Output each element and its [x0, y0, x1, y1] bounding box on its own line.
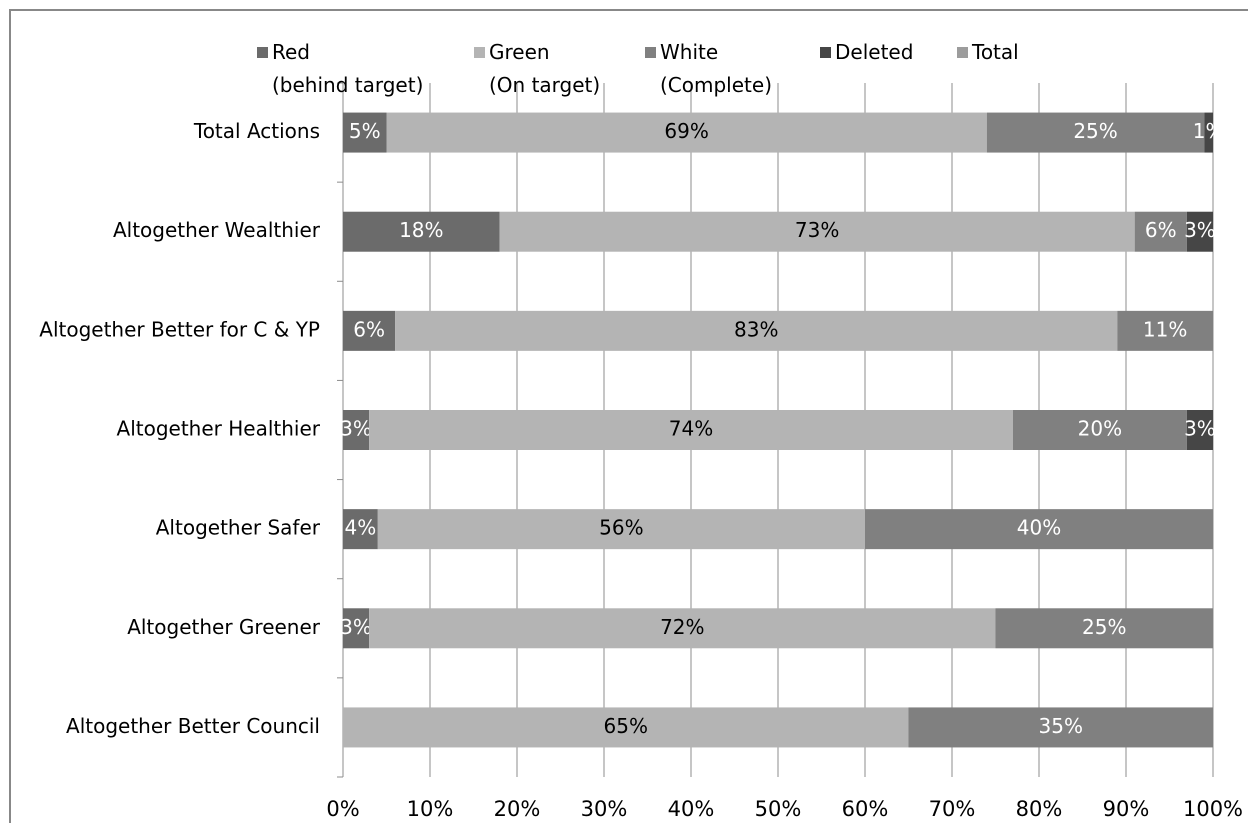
x-tick-label: 10%: [407, 797, 454, 821]
bar-segment: [995, 608, 1213, 649]
legend-label-line: (behind target): [272, 73, 423, 97]
legend-swatch: [474, 47, 485, 58]
data-label: 1%: [1193, 119, 1225, 143]
data-label: 20%: [1078, 417, 1122, 441]
bar-segment: [343, 310, 396, 351]
data-label: 56%: [599, 516, 643, 540]
chart-frame: [9, 9, 1248, 823]
y-tick-label: Altogether Wealthier: [113, 218, 321, 242]
data-label: 3%: [1184, 417, 1216, 441]
data-label: 35%: [1039, 714, 1083, 738]
x-tick-label: 60%: [842, 797, 889, 821]
legend-label-line: (Complete): [660, 73, 772, 97]
bar-segment: [369, 608, 996, 649]
bar-segment: [908, 707, 1213, 748]
bar-segment: [1134, 211, 1187, 252]
data-label: 11%: [1143, 317, 1187, 341]
data-label: 6%: [1145, 218, 1177, 242]
data-label: 3%: [340, 615, 372, 639]
x-tick-label: 70%: [929, 797, 976, 821]
legend-swatch: [957, 47, 968, 58]
legend-label-line: Green: [489, 40, 550, 64]
bar-segment: [369, 410, 1013, 450]
bar-segment: [1186, 211, 1213, 252]
data-label: 18%: [399, 218, 443, 242]
data-label: 65%: [604, 714, 648, 738]
bar-segment: [499, 211, 1135, 252]
bar-segment: [395, 310, 1118, 351]
data-label: 40%: [1017, 516, 1061, 540]
y-tick-label: Altogether Safer: [156, 516, 321, 540]
bar-segment: [1186, 410, 1213, 450]
data-label: 25%: [1073, 119, 1117, 143]
data-label: 74%: [669, 417, 713, 441]
bar-segment: [343, 707, 909, 748]
legend-label: White (Complete): [660, 40, 772, 97]
legend-label-line: White: [660, 40, 718, 64]
y-tick-label: Total Actions: [193, 119, 320, 143]
x-tick-label: 100%: [1183, 797, 1243, 821]
x-tick-label: 20%: [494, 797, 541, 821]
bar-segment: [865, 509, 1213, 550]
legend-swatch: [820, 47, 831, 58]
legend-label-line: (On target): [489, 73, 600, 97]
data-label: 3%: [340, 417, 372, 441]
bar-segment: [1012, 410, 1187, 450]
legend-label: Green (On target): [489, 40, 600, 97]
x-tick-label: 0%: [326, 797, 359, 821]
y-tick-label: Altogether Better Council: [66, 714, 320, 738]
bar-segment: [343, 410, 370, 450]
legend-label-line: Red: [272, 40, 310, 64]
x-tick-label: 40%: [668, 797, 715, 821]
legend-label: Deleted: [835, 40, 913, 64]
data-label: 69%: [664, 119, 708, 143]
x-tick-label: 30%: [581, 797, 628, 821]
bar-segment: [343, 112, 387, 153]
bar-segment: [343, 211, 500, 252]
bar-segment: [343, 608, 370, 649]
legend-swatch: [645, 47, 656, 58]
y-tick-label: Altogether Greener: [127, 615, 321, 639]
data-label: 4%: [345, 516, 377, 540]
bar-segment: [1117, 310, 1213, 351]
bar-segment: [986, 112, 1205, 153]
bar-segment: [377, 509, 865, 550]
legend-label: Red (behind target): [272, 40, 423, 97]
legend-label: Total: [971, 40, 1019, 64]
data-label: 73%: [795, 218, 839, 242]
legend-label-line: Total: [971, 40, 1019, 64]
data-label: 3%: [1184, 218, 1216, 242]
legend-label-line: Deleted: [835, 40, 913, 64]
data-label: 5%: [349, 119, 381, 143]
legend-swatch: [257, 47, 268, 58]
data-label: 72%: [660, 615, 704, 639]
x-tick-label: 90%: [1103, 797, 1150, 821]
y-tick-label: Altogether Healthier: [117, 417, 321, 441]
data-label: 6%: [353, 317, 385, 341]
y-tick-label: Altogether Better for C & YP: [39, 317, 320, 341]
data-label: 25%: [1082, 615, 1126, 639]
data-label: 83%: [734, 317, 778, 341]
x-tick-label: 80%: [1016, 797, 1063, 821]
x-tick-label: 50%: [755, 797, 802, 821]
bar-segment: [386, 112, 987, 153]
bar-segment: [1204, 112, 1213, 153]
bar-segment: [343, 509, 378, 550]
